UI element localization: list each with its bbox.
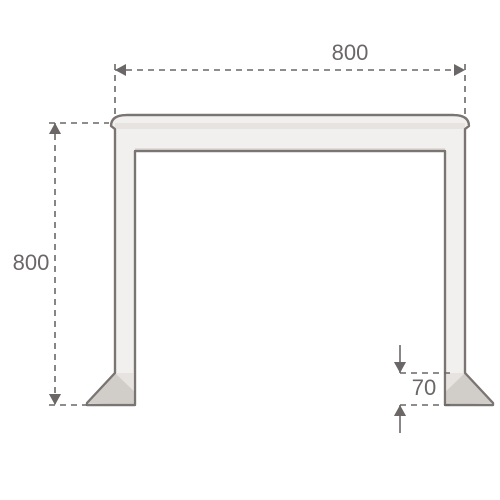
top-edge [115,123,465,129]
dimension-drawing: 800 800 70 [0,0,500,500]
dim-label-foot: 70 [412,375,436,400]
dim-label-width: 800 [332,40,369,65]
bracket-shape [87,115,493,405]
dim-label-height: 800 [13,250,50,275]
